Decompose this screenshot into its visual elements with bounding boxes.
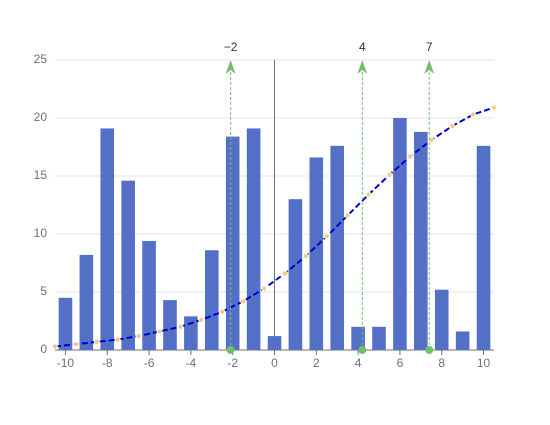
line-point xyxy=(198,316,205,323)
y-tick-label: 15 xyxy=(34,168,48,182)
bar xyxy=(225,136,240,350)
mark-label: −2 xyxy=(224,40,238,54)
bar xyxy=(351,326,365,350)
line-point xyxy=(177,323,184,330)
x-tick-label: 4 xyxy=(355,356,362,370)
line xyxy=(54,106,495,348)
bar xyxy=(414,131,428,350)
x-tick-label: -8 xyxy=(102,356,113,370)
line-point xyxy=(219,308,226,315)
line-point xyxy=(386,171,393,178)
y-tick-label: 0 xyxy=(40,342,47,356)
mark-label: 4 xyxy=(359,40,366,54)
line-point xyxy=(491,104,497,111)
bar xyxy=(204,250,219,350)
bar xyxy=(121,180,135,350)
x-tick-label: -10 xyxy=(57,356,75,370)
line-point xyxy=(261,285,267,292)
bar xyxy=(455,331,470,350)
bar xyxy=(476,145,491,350)
x-tick-label: 6 xyxy=(397,356,404,370)
mark-arrow xyxy=(424,60,435,74)
bar xyxy=(330,145,345,350)
line-point xyxy=(240,298,247,305)
bar xyxy=(309,157,324,350)
line-point xyxy=(135,333,142,339)
y-tick-label: 25 xyxy=(34,52,48,66)
mark-label: 7 xyxy=(426,40,433,54)
mark-dot xyxy=(425,346,434,354)
bar xyxy=(267,336,282,350)
bar xyxy=(58,297,73,350)
line-point xyxy=(449,123,456,130)
mark-dot xyxy=(358,346,367,354)
line-point xyxy=(323,233,330,240)
bar xyxy=(79,254,94,350)
y-tick-label: 10 xyxy=(34,226,48,240)
x-tick-label: 0 xyxy=(271,356,278,370)
y-tick-label: 20 xyxy=(34,110,48,124)
bar xyxy=(393,118,407,350)
line-point xyxy=(73,341,79,348)
bar xyxy=(184,316,198,350)
line-point xyxy=(52,343,58,350)
bar xyxy=(142,240,156,350)
x-tick-label: 8 xyxy=(438,356,445,370)
x-tick-label: -4 xyxy=(186,356,197,370)
line-point xyxy=(302,253,309,259)
line-point xyxy=(365,191,372,198)
x-tick-label: -6 xyxy=(144,356,155,370)
bar xyxy=(434,289,449,350)
mark-dot xyxy=(226,346,235,354)
line-point xyxy=(114,336,121,343)
bar xyxy=(163,300,177,350)
line-point xyxy=(93,338,100,345)
line-point xyxy=(470,111,476,118)
bar xyxy=(246,128,261,350)
x-tick-label: 10 xyxy=(477,356,491,370)
y-tick-label: 5 xyxy=(40,284,47,298)
line-point xyxy=(282,270,288,277)
bar xyxy=(288,199,303,350)
bar xyxy=(100,128,115,350)
mark-arrow xyxy=(225,60,236,74)
line-point xyxy=(407,153,414,160)
line-point xyxy=(344,212,351,219)
x-tick-label: -2 xyxy=(227,356,238,370)
mark-arrow xyxy=(357,60,368,74)
bar xyxy=(372,326,386,350)
x-tick-label: 2 xyxy=(313,356,320,370)
line-point xyxy=(428,137,435,143)
line-point xyxy=(156,328,163,335)
